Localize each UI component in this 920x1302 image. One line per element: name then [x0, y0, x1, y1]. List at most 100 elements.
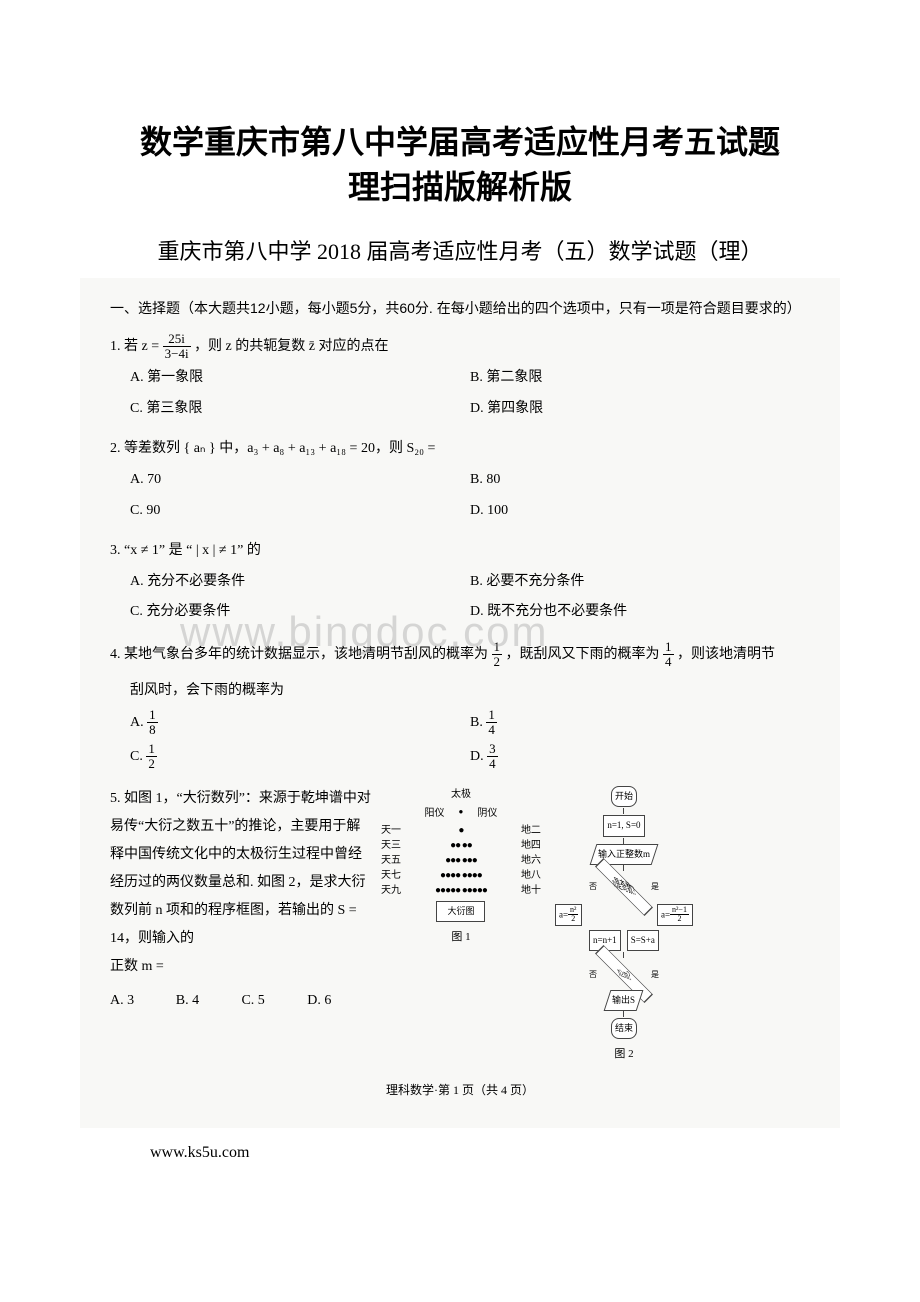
q2-options: A. 70 B. 80 C. 90 D. 100 [110, 467, 810, 528]
flow-cond2-text: n≥m? [612, 959, 635, 990]
q4-a-frac: 18 [147, 708, 158, 738]
q4-opt-c: C. 12 [130, 742, 470, 772]
title-line-1: 数学重庆市第八中学届高考适应性月考五试题 [140, 124, 780, 160]
fig1-r5-l: 天九 [381, 883, 401, 898]
flow-a-branches: a=n²2 a=n²−12 [549, 903, 699, 928]
q5-opt-b: B. 4 [176, 987, 242, 1015]
q3-opt-b: B. 必要不充分条件 [470, 569, 810, 596]
flow-step-s: S=S+a [627, 930, 659, 951]
flow-end: 结束 [611, 1018, 637, 1039]
q4-stem-prefix: 4. 某地气象台多年的统计数据显示，该地清明节刮风的概率为 [110, 647, 488, 662]
fig1-r1-d: ● [458, 823, 463, 838]
fig1-r5-r: 地十 [521, 883, 541, 898]
fig1-r1-r: 地二 [521, 823, 541, 838]
fig1-row-2: 天三●● ●●地四 [381, 838, 541, 853]
q2-opt-c: C. 90 [130, 498, 470, 525]
q4-d-frac: 34 [487, 742, 498, 772]
q1-opt-d: D. 第四象限 [470, 396, 810, 423]
fig1-r1-l: 天一 [381, 823, 401, 838]
flow-output-text: 输出S [612, 992, 635, 1009]
arrow-icon [623, 838, 625, 844]
fig1-yin: 阴仪 [477, 804, 497, 823]
question-3: 3. “x ≠ 1” 是 “ | x | ≠ 1” 的 A. 充分不必要条件 B… [110, 538, 810, 630]
q4-a-label: A. [130, 715, 144, 730]
q5-opt-d: D. 6 [307, 987, 373, 1015]
flow-init: n=1, S=0 [603, 815, 644, 836]
fig1-bottom: 大衍图 [436, 901, 485, 922]
q4-a-num: 1 [147, 708, 158, 723]
figure-2-flowchart: 开始 n=1, S=0 输入正整数m 否 n是奇数? 是 a=n²2 [549, 785, 699, 1065]
title-line-2: 理扫描版解析版 [348, 169, 572, 205]
fig1-r2-r: 地四 [521, 838, 541, 853]
q1-stem-prefix: 1. 若 z = [110, 339, 163, 354]
question-5: 5. 如图 1，“大衍数列”：来源于乾坤谱中对易传“大衍之数五十”的推论，主要用… [110, 785, 810, 1065]
q5-figures: 太极 阳仪 ● 阴仪 天一●地二 天三●● ●●地四 天五●●● ●●●地六 天… [381, 785, 810, 1065]
arrow-icon [623, 808, 625, 814]
fig1-r3-d: ●●● ●●● [445, 853, 477, 868]
flow-cond2-row: 否 n≥m? 是 [549, 958, 699, 990]
q4-p1-num: 1 [492, 640, 503, 655]
q4-p2-num: 1 [663, 640, 674, 655]
q5-text-block: 5. 如图 1，“大衍数列”：来源于乾坤谱中对易传“大衍之数五十”的推论，主要用… [110, 785, 373, 1015]
flow-a-even-den: 2 [568, 915, 578, 924]
q5-options: A. 3 B. 4 C. 5 D. 6 [110, 987, 373, 1015]
q5-stem: 5. 如图 1，“大衍数列”：来源于乾坤谱中对易传“大衍之数五十”的推论，主要用… [110, 791, 371, 946]
q2-opt-b: B. 80 [470, 467, 810, 494]
q4-options: A. 18 B. 14 C. 12 D. 34 [110, 708, 810, 775]
page-main-title: 数学重庆市第八中学届高考适应性月考五试题 理扫描版解析版 [0, 120, 920, 210]
q4-d-num: 3 [487, 742, 498, 757]
q4-opt-d: D. 34 [470, 742, 810, 772]
q4-stem-suffix: ，则该地清明节 [677, 647, 775, 662]
flow-cond1-row: 否 n是奇数? 是 [549, 871, 699, 903]
q5-opt-a: A. 3 [110, 987, 176, 1015]
q4-c-num: 1 [146, 742, 157, 757]
q2-opt-d: D. 100 [470, 498, 810, 525]
q4-c-frac: 12 [146, 742, 157, 772]
q1-frac-num: 25i [163, 332, 191, 347]
flow-yes-1: 是 [651, 879, 659, 894]
q1-stem-suffix: ，则 z 的共轭复数 z̄ 对应的点在 [194, 339, 388, 354]
q4-d-den: 4 [487, 757, 498, 771]
flow-cond1-text: n是奇数? [608, 869, 641, 903]
flow-no-2: 否 [589, 967, 597, 982]
q4-b-num: 1 [486, 708, 497, 723]
q1-options: A. 第一象限 B. 第二象限 C. 第三象限 D. 第四象限 [110, 365, 810, 426]
fig1-r4-l: 天七 [381, 868, 401, 883]
fig1-yinyang: 阳仪 ● 阴仪 [381, 804, 541, 823]
q4-p2: 1 4 [663, 640, 674, 670]
q4-stem-line2: 刮风时，会下雨的概率为 [110, 678, 810, 705]
figure-1-dayan: 太极 阳仪 ● 阴仪 天一●地二 天三●● ●●地四 天五●●● ●●●地六 天… [381, 785, 541, 948]
q3-stem: 3. “x ≠ 1” 是 “ | x | ≠ 1” 的 [110, 538, 810, 565]
fig1-r3-r: 地六 [521, 853, 541, 868]
fig1-row-3: 天五 ●●● ●●● 地六 [381, 853, 541, 868]
q1-frac-den: 3−4i [163, 347, 191, 361]
flow-output: 输出S [604, 990, 644, 1011]
q4-b-den: 4 [486, 723, 497, 737]
flow-a-odd-den: 2 [670, 915, 689, 924]
q4-c-label: C. [130, 749, 143, 764]
flow-yes-2: 是 [651, 967, 659, 982]
q5-opt-c: C. 5 [241, 987, 307, 1015]
q2-stem: 2. 等差数列 { aₙ } 中，a₃ + a₈ + a₁₃ + a₁₈ = 2… [110, 436, 810, 463]
q3-options: A. 充分不必要条件 B. 必要不充分条件 C. 充分必要条件 D. 既不充分也… [110, 569, 810, 630]
fig2-caption: 图 2 [549, 1044, 699, 1065]
fig1-row-4: 天七●●●● ●●●●地八 [381, 868, 541, 883]
q1-opt-a: A. 第一象限 [130, 365, 470, 392]
page-subtitle: 重庆市第八中学 2018 届高考适应性月考（五）数学试题（理） [0, 234, 920, 266]
flow-a-prefix-2: a= [559, 909, 568, 919]
q1-opt-c: C. 第三象限 [130, 396, 470, 423]
flow-a-odd: a=n²−12 [657, 904, 693, 927]
q4-p1-den: 2 [492, 655, 503, 669]
q4-b-label: B. [470, 715, 483, 730]
q3-opt-d: D. 既不充分也不必要条件 [470, 599, 810, 626]
q4-a-den: 8 [147, 723, 158, 737]
q4-c-den: 2 [146, 757, 157, 771]
flow-start: 开始 [611, 786, 637, 807]
fig1-r3-l: 天五 [381, 853, 401, 868]
q5-layout: 5. 如图 1，“大衍数列”：来源于乾坤谱中对易传“大衍之数五十”的推论，主要用… [110, 785, 810, 1065]
flow-no-1: 否 [589, 879, 597, 894]
question-4: 4. 某地气象台多年的统计数据显示，该地清明节刮风的概率为 1 2 ，既刮风又下… [110, 640, 810, 775]
fig1-row-5: 天九●●●●● ●●●●●地十 [381, 883, 541, 898]
arrow-icon [623, 1011, 625, 1017]
question-1: 1. 若 z = 25i 3−4i ，则 z 的共轭复数 z̄ 对应的点在 A.… [110, 332, 810, 427]
